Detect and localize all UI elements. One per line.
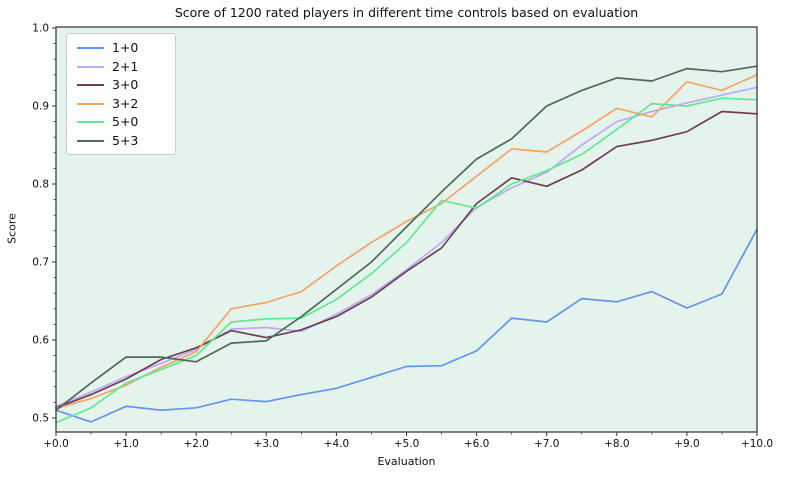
legend-item-1+0: 1+0 xyxy=(77,39,165,58)
x-tick-label: +8.0 xyxy=(604,438,630,450)
x-tick-label: +9.0 xyxy=(674,438,700,450)
y-tick-label: 0.5 xyxy=(32,412,49,424)
legend-label: 3+2 xyxy=(112,95,139,111)
legend-label: 5+0 xyxy=(112,114,139,129)
x-axis-label: Evaluation xyxy=(377,455,436,468)
series-line-3+0 xyxy=(55,110,758,409)
series-line-3+2 xyxy=(55,73,758,410)
y-tick-label: 0.6 xyxy=(32,334,49,346)
y-tick-label: 1.0 xyxy=(32,23,49,35)
legend-line-sample xyxy=(77,84,104,87)
legend-line-sample xyxy=(77,65,104,68)
x-tick-label: +4.0 xyxy=(324,438,350,450)
x-tick-label: +6.0 xyxy=(464,438,490,450)
legend: 1+0 2+1 3+0 3+2 5+0 5+3 xyxy=(66,33,176,155)
legend-line-sample xyxy=(77,102,104,105)
legend-item-3+2: 3+2 xyxy=(77,95,165,114)
y-axis-label: Score xyxy=(5,213,19,244)
x-tick-label: +3.0 xyxy=(254,438,280,450)
legend-label: 1+0 xyxy=(112,40,139,55)
x-tick-label: +0.0 xyxy=(43,438,69,450)
x-tick-label: +10.0 xyxy=(741,438,773,450)
legend-line-sample xyxy=(77,139,104,142)
legend-item-2+1: 2+1 xyxy=(77,58,165,77)
x-tick-label: +1.0 xyxy=(113,438,139,450)
x-tick-label: +7.0 xyxy=(534,438,560,450)
y-tick-label: 0.7 xyxy=(32,256,49,268)
legend-item-5+3: 5+3 xyxy=(77,132,165,151)
plot-spines xyxy=(55,26,758,433)
legend-line-sample xyxy=(77,47,104,50)
legend-label: 5+3 xyxy=(112,132,139,148)
legend-label: 3+0 xyxy=(112,77,139,92)
y-tick-label: 0.8 xyxy=(32,178,49,190)
legend-line-sample xyxy=(77,121,104,124)
legend-item-3+0: 3+0 xyxy=(77,76,165,95)
x-tick-label: +2.0 xyxy=(183,438,209,450)
series-line-1+0 xyxy=(55,228,758,423)
series-line-5+3 xyxy=(55,65,758,412)
x-tick-label: +5.0 xyxy=(394,438,420,450)
chart-title: Score of 1200 rated players in different… xyxy=(174,5,639,20)
y-tick-label: 0.9 xyxy=(32,101,49,113)
legend-label: 2+1 xyxy=(112,58,139,74)
series-line-5+0 xyxy=(55,97,758,424)
legend-item-5+0: 5+0 xyxy=(77,113,165,132)
